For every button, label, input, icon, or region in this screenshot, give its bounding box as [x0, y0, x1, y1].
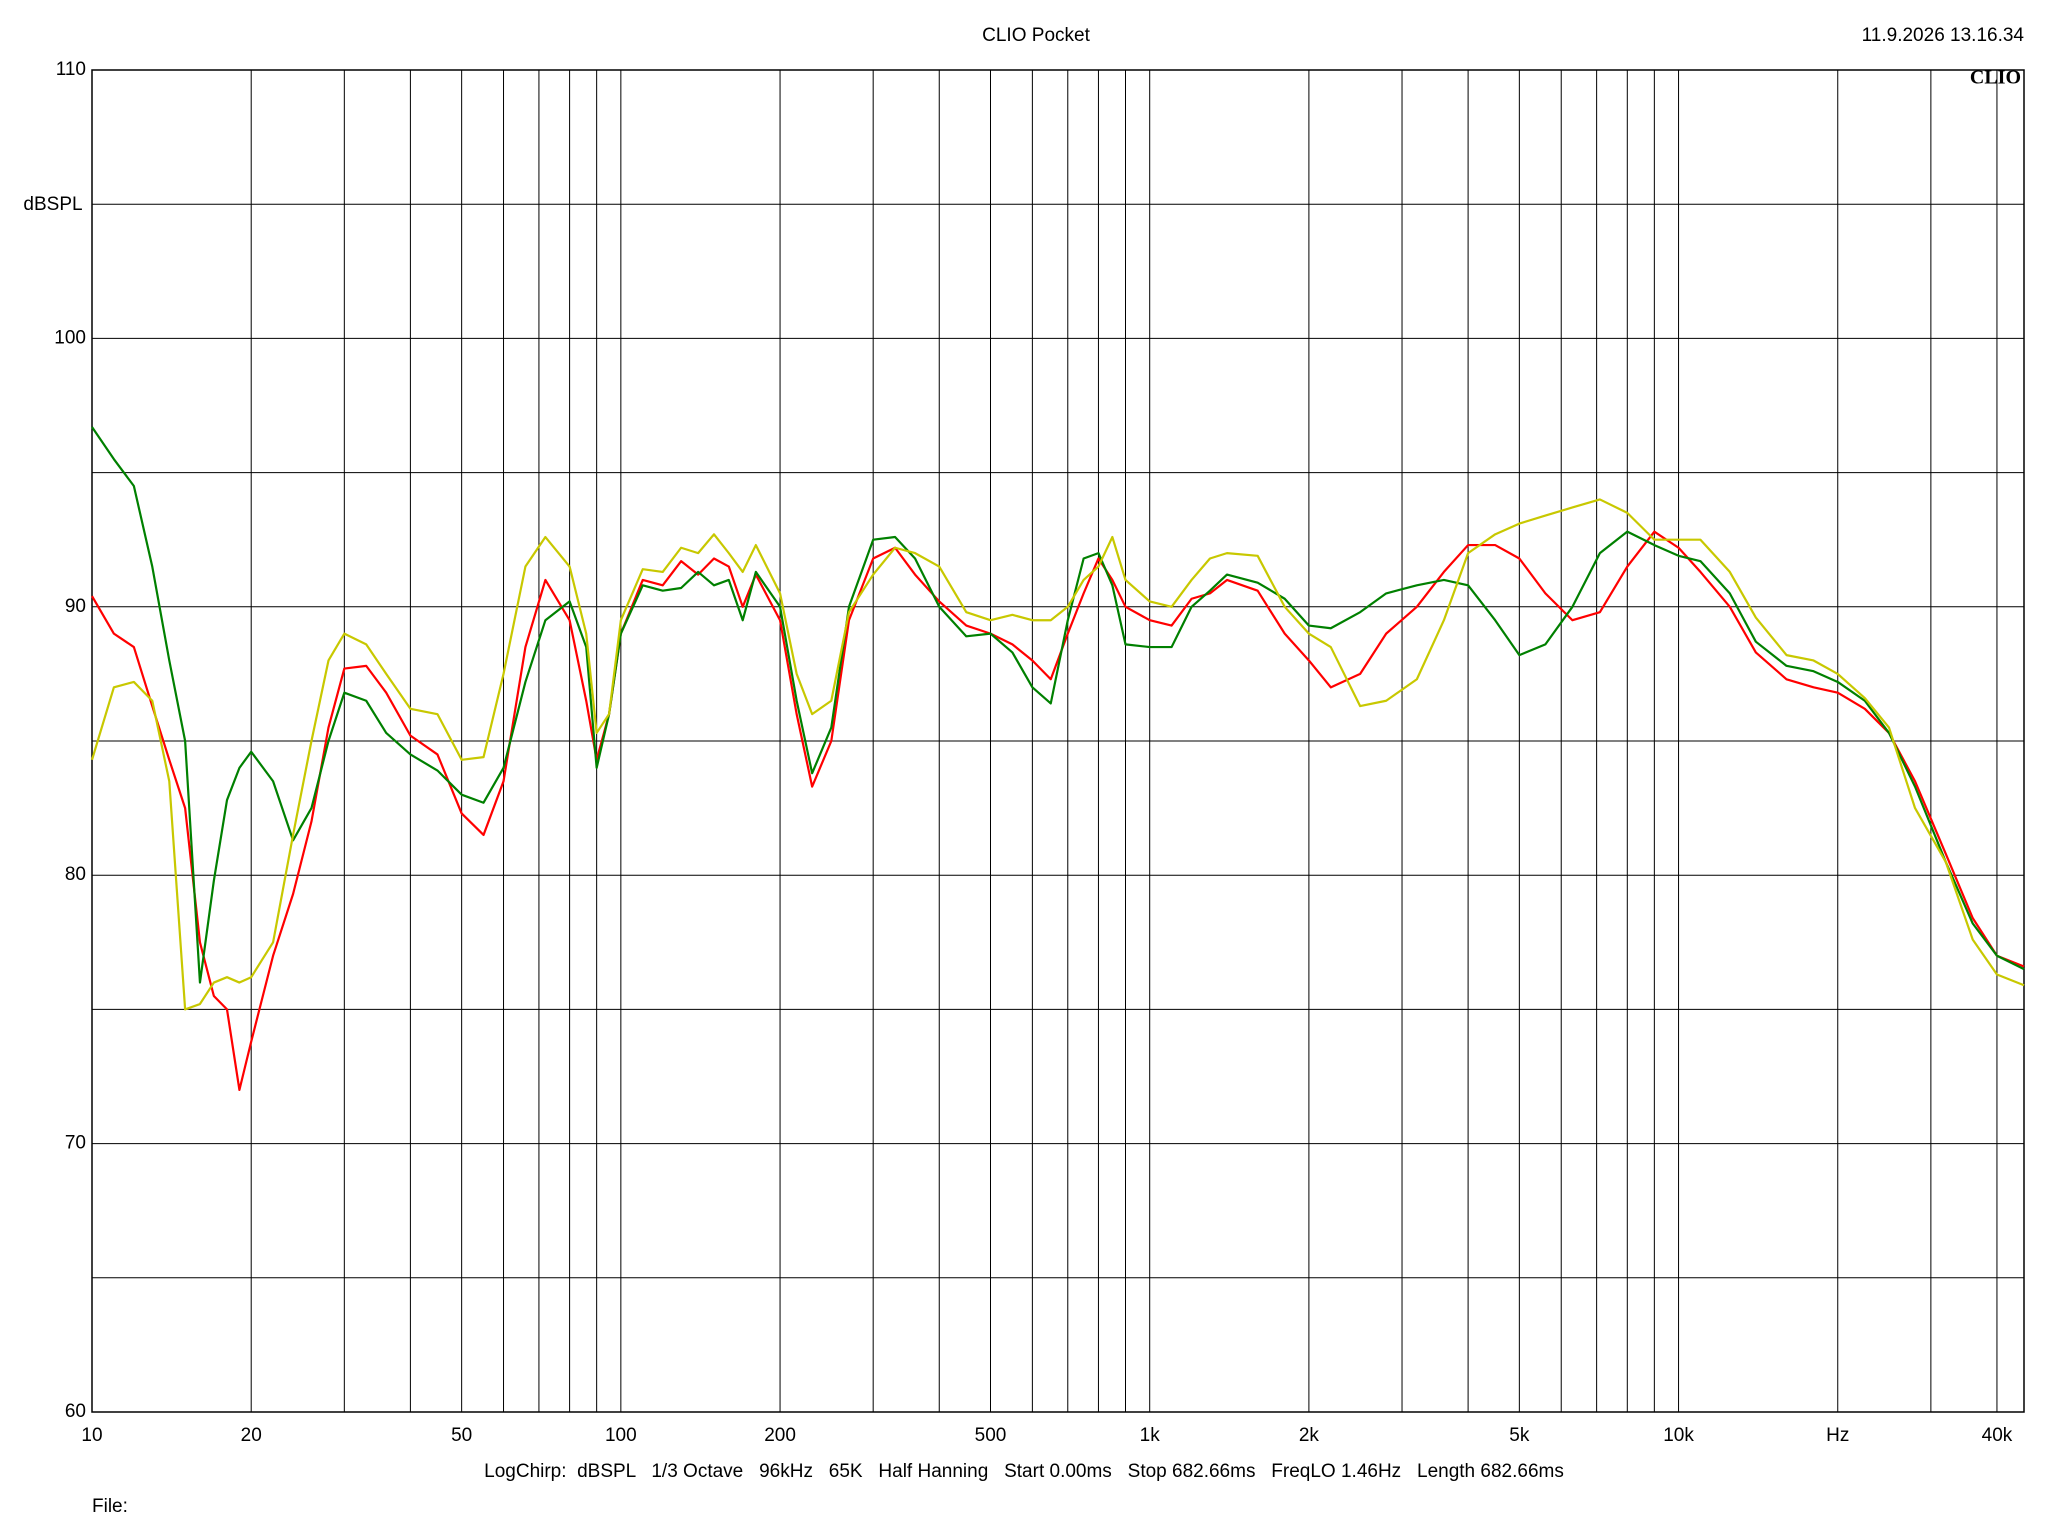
x-tick-label: 50 — [451, 1425, 472, 1446]
y-tick-label: 90 — [65, 596, 86, 617]
x-tick-label: 20 — [241, 1425, 262, 1446]
y-tick-label: 80 — [65, 864, 86, 885]
plot-frame — [91, 69, 2025, 1413]
x-tick-label: 2k — [1299, 1425, 1320, 1446]
y-tick-label: 60 — [65, 1401, 86, 1422]
y-tick-label: 110 — [56, 59, 86, 80]
x-tick-label: 10 — [81, 1425, 102, 1446]
timestamp: 11.9.2026 13.16.34 — [1862, 25, 2025, 46]
x-tick-label: 500 — [975, 1425, 1007, 1446]
file-label: File: — [92, 1496, 128, 1517]
y-tick-label: 100 — [54, 327, 86, 348]
y-axis-label: dBSPL — [23, 194, 82, 215]
series-line — [90, 498, 2025, 1011]
x-tick-label: 200 — [764, 1425, 796, 1446]
x-tick-label: 40k — [1982, 1425, 2013, 1446]
x-tick-label: 100 — [605, 1425, 637, 1446]
x-tick-label: 1k — [1140, 1425, 1161, 1446]
logo: CLIO — [1970, 67, 2021, 89]
measurement-info: LogChirp: dBSPL 1/3 Octave 96kHz 65K Hal… — [484, 1461, 1564, 1482]
x-tick-label: 5k — [1509, 1425, 1530, 1446]
y-tick-label: 70 — [65, 1133, 86, 1154]
x-tick-label: Hz — [1826, 1425, 1849, 1446]
series-line — [91, 530, 2025, 1092]
chart-title: CLIO Pocket — [982, 25, 1090, 46]
x-tick-label: 10k — [1663, 1425, 1694, 1446]
series-line — [91, 426, 2025, 984]
